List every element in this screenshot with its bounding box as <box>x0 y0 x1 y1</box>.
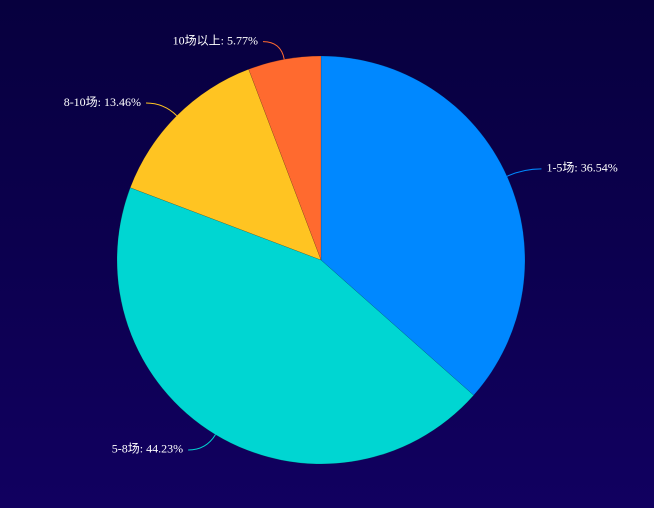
leader-line <box>262 41 285 60</box>
data-label: 1-5场: 36.54% <box>546 161 617 175</box>
data-label: 10场以上: 5.77% <box>173 33 258 47</box>
leader-line <box>188 434 216 451</box>
data-label: 8-10场: 13.46% <box>64 95 141 109</box>
leader-line <box>506 168 542 177</box>
data-label: 5-8场: 44.23% <box>112 442 183 456</box>
pie-slice <box>248 55 322 261</box>
leader-line <box>146 102 178 117</box>
pie-slice <box>129 68 322 261</box>
